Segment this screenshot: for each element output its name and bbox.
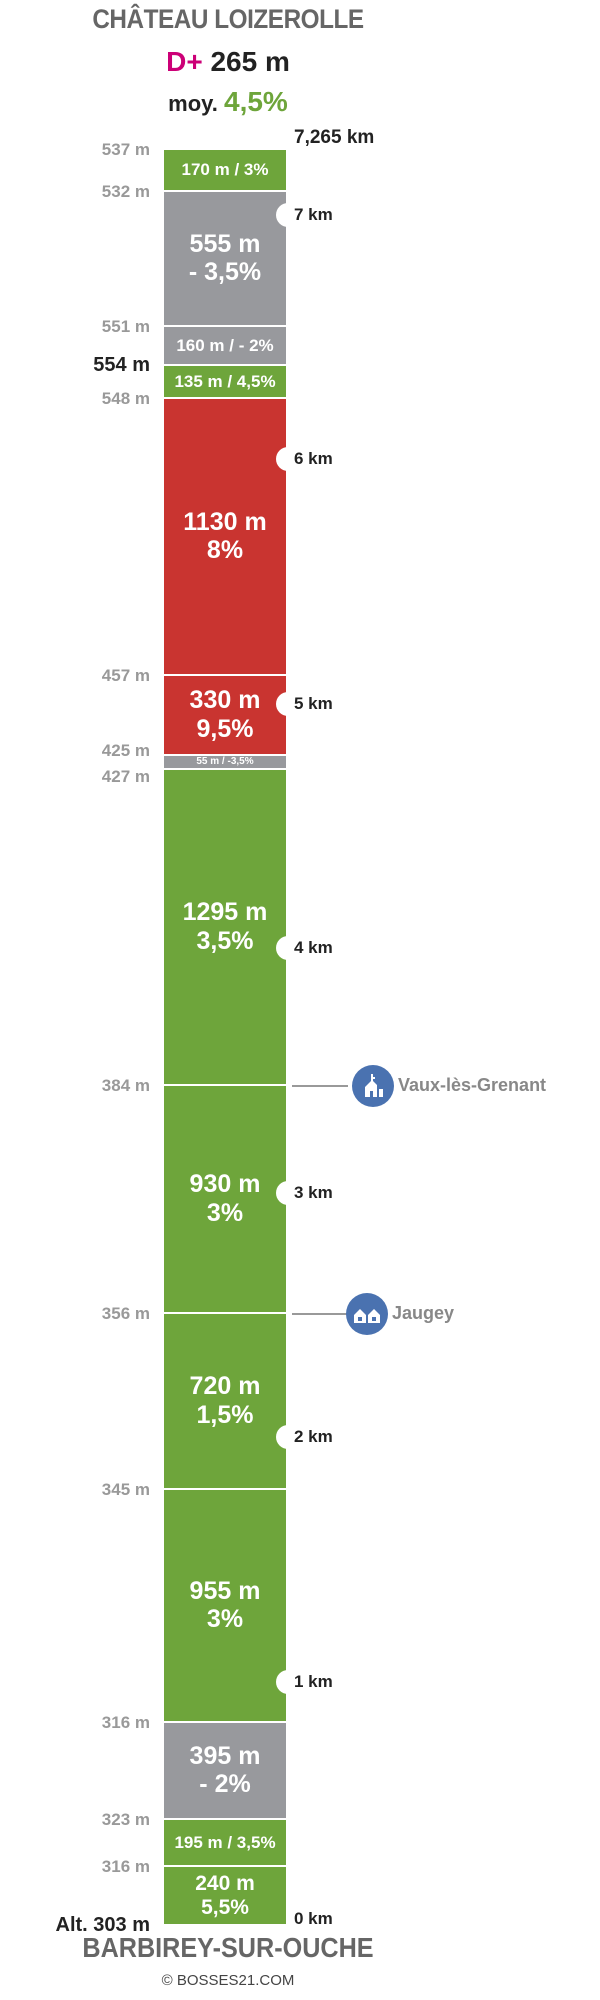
segment-length: 930 m [189,1170,261,1199]
profile-segment: 955 m 3% [164,1489,286,1724]
km-notch-marker [276,936,296,961]
segment-length: 55 m / -3,5% [196,756,254,768]
segment-gradient: 5,5% [201,1895,249,1919]
km-label: 1 km [294,1671,333,1691]
average-gradient: moy. 4,5% [0,86,456,118]
profile-segment: 1295 m 3,5% [164,769,286,1087]
altitude-label: 384 m [101,1076,150,1096]
elevation-gain: D+ 265 m [0,46,456,78]
profile-segment: 930 m 3% [164,1086,286,1314]
profile-segment: 1130 m 8% [164,399,286,676]
segment-gradient: - 2% [199,1770,251,1799]
profile-segment: 160 m / - 2% [164,327,286,367]
km-label: 7,265 km [294,127,375,148]
church-icon [352,1065,394,1108]
profile-segment: 55 m / -3,5% [164,756,286,770]
altitude-label: 457 m [101,665,150,685]
km-label: 2 km [294,1427,333,1447]
poi-label: Vaux-lès-Grenant [398,1075,547,1096]
altitude-label: 345 m [101,1479,150,1499]
climb-title: CHÂTEAU LOIZEROLLE [92,4,364,34]
km-label: 5 km [294,693,333,713]
profile-segment: 170 m / 3% [164,150,286,192]
km-notch-marker [276,691,296,716]
segment-length: 240 m [195,1871,255,1895]
profile-segment: 330 m 9,5% [164,675,286,757]
km-notch-marker [276,1180,296,1205]
segment-gradient: - 3,5% [188,258,262,287]
km-label: 3 km [294,1182,333,1202]
altitude-label: 554 m [93,354,150,377]
altitude-label: 323 m [101,1809,150,1829]
copyright: © BOSSES21.COM [161,1972,295,1989]
average-gradient-value: 4,5% [224,86,288,117]
km-label: 4 km [294,938,333,958]
start-location: BARBIREY-SUR-OUCHE [82,1932,374,1963]
elevation-gain-label: D+ [166,46,203,77]
altitude-label: 548 m [101,389,150,409]
profile-segment: 720 m 1,5% [164,1313,286,1490]
elevation-gain-value: 265 m [210,46,290,77]
poi-label: Jaugey [392,1302,455,1323]
km-notch-marker [276,202,296,227]
segment-length: 330 m [189,686,261,715]
km-notch-marker [276,1669,296,1694]
segment-gradient: 9,5% [196,714,254,743]
km-notch-marker [276,447,296,472]
profile-segment: 240 m 5,5% [164,1867,286,1926]
segment-length: 160 m / - 2% [176,336,274,355]
segment-length: 955 m [189,1576,261,1605]
segment-length: 720 m [189,1371,261,1400]
altitude-label: 316 m [101,1857,150,1877]
segment-length: 555 m [189,229,261,258]
km-label: 6 km [294,449,333,469]
segment-gradient: 3,5% [196,926,254,955]
segment-gradient: 8% [206,536,244,565]
altitude-label: 316 m [101,1713,150,1733]
segment-gradient: 1,5% [196,1400,254,1429]
altitude-label: 537 m [101,140,150,159]
altitude-label: 425 m [101,741,150,761]
profile-segment: 395 m- 2% [164,1723,286,1820]
altitude-label: 532 m [101,181,150,201]
profile-segment: 195 m / 3,5% [164,1819,286,1868]
segment-length: 195 m / 3,5% [174,1832,276,1852]
profile-segment: 135 m / 4,5% [164,366,286,400]
poi-connector [292,1312,348,1315]
altitude-label: 427 m [101,766,150,786]
village-houses-icon [346,1292,388,1335]
segment-length: 170 m / 3% [181,160,269,179]
altitude-label: 551 m [101,317,150,337]
profile-segment: 555 m- 3,5% [164,191,286,328]
km-notch-marker [276,1425,296,1450]
segment-length: 135 m / 4,5% [174,372,276,392]
segment-length: 395 m [189,1741,261,1770]
average-gradient-label: moy. [168,91,218,116]
segment-length: 1295 m [182,898,268,927]
km-label: 7 km [294,204,333,224]
segment-length: 1130 m [183,507,267,536]
altitude-label: Alt. 303 m [55,1914,150,1936]
km-label: 0 km [294,1909,333,1928]
poi-connector [292,1085,348,1088]
segment-gradient: 3% [206,1198,244,1227]
segment-gradient: 3% [206,1605,244,1634]
altitude-label: 356 m [101,1303,150,1323]
